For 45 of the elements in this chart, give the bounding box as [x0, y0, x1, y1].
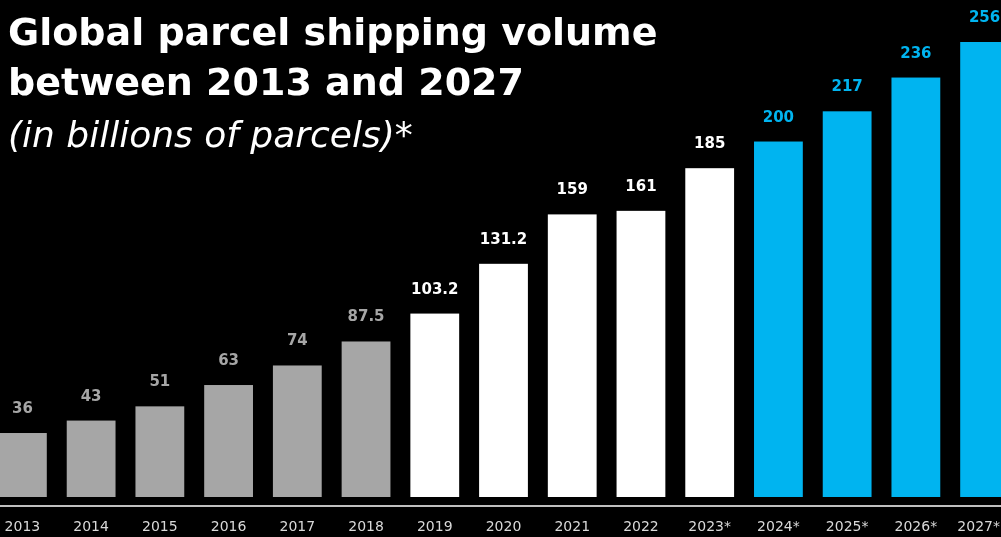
bar: [754, 141, 803, 497]
data-label: 161: [625, 176, 657, 195]
data-label: 51: [149, 372, 171, 391]
x-tick-label: 2023*: [688, 518, 732, 534]
x-tick-label: 2027*: [957, 518, 1000, 534]
x-tick-label: 2024*: [757, 518, 800, 534]
data-label: 87.5: [347, 307, 385, 326]
x-tick-label: 2015: [142, 518, 178, 534]
x-tick-label: 2017: [279, 518, 316, 534]
x-tick-label: 2016: [210, 518, 247, 534]
x-tick-label: 2014: [73, 518, 110, 534]
data-label: 236: [900, 43, 932, 62]
bar: [272, 365, 322, 497]
x-tick-label: 2021: [554, 518, 591, 534]
chart-title: Global parcel shipping volume between 2013 and 2027: [8, 10, 658, 104]
data-label: 200: [762, 107, 795, 126]
text: (in billions of parcels)*: [8, 114, 413, 155]
bar: [547, 214, 597, 497]
data-label: 131.2: [479, 229, 528, 248]
x-tick-label: 2018: [348, 518, 384, 534]
data-label: 159: [556, 180, 588, 199]
bar: [616, 210, 666, 497]
x-tick-label: 2013: [4, 518, 41, 534]
bar: [341, 341, 391, 497]
x-tick-label: 2019: [416, 518, 453, 534]
bar: [891, 77, 941, 497]
data-label: 185: [694, 134, 726, 153]
bar: [822, 111, 872, 497]
bar: [135, 406, 185, 497]
data-label: 43: [80, 386, 102, 405]
data-label: 74: [286, 331, 308, 350]
x-tick-label: 2025*: [825, 518, 869, 534]
data-label: 36: [11, 399, 33, 418]
bar: [66, 420, 116, 497]
data-label: 63: [218, 351, 240, 370]
bar: [410, 313, 460, 497]
data-label: 103.2: [411, 279, 459, 298]
bar: [479, 263, 528, 497]
data-label: 217: [831, 77, 863, 96]
x-tick-label: 2020: [485, 518, 522, 534]
data-label: 256: [968, 8, 1001, 26]
x-tick-label: 2026*: [894, 518, 938, 534]
x-tick-label: 2022: [623, 518, 659, 534]
bar: [204, 385, 253, 497]
bar: [685, 168, 735, 497]
